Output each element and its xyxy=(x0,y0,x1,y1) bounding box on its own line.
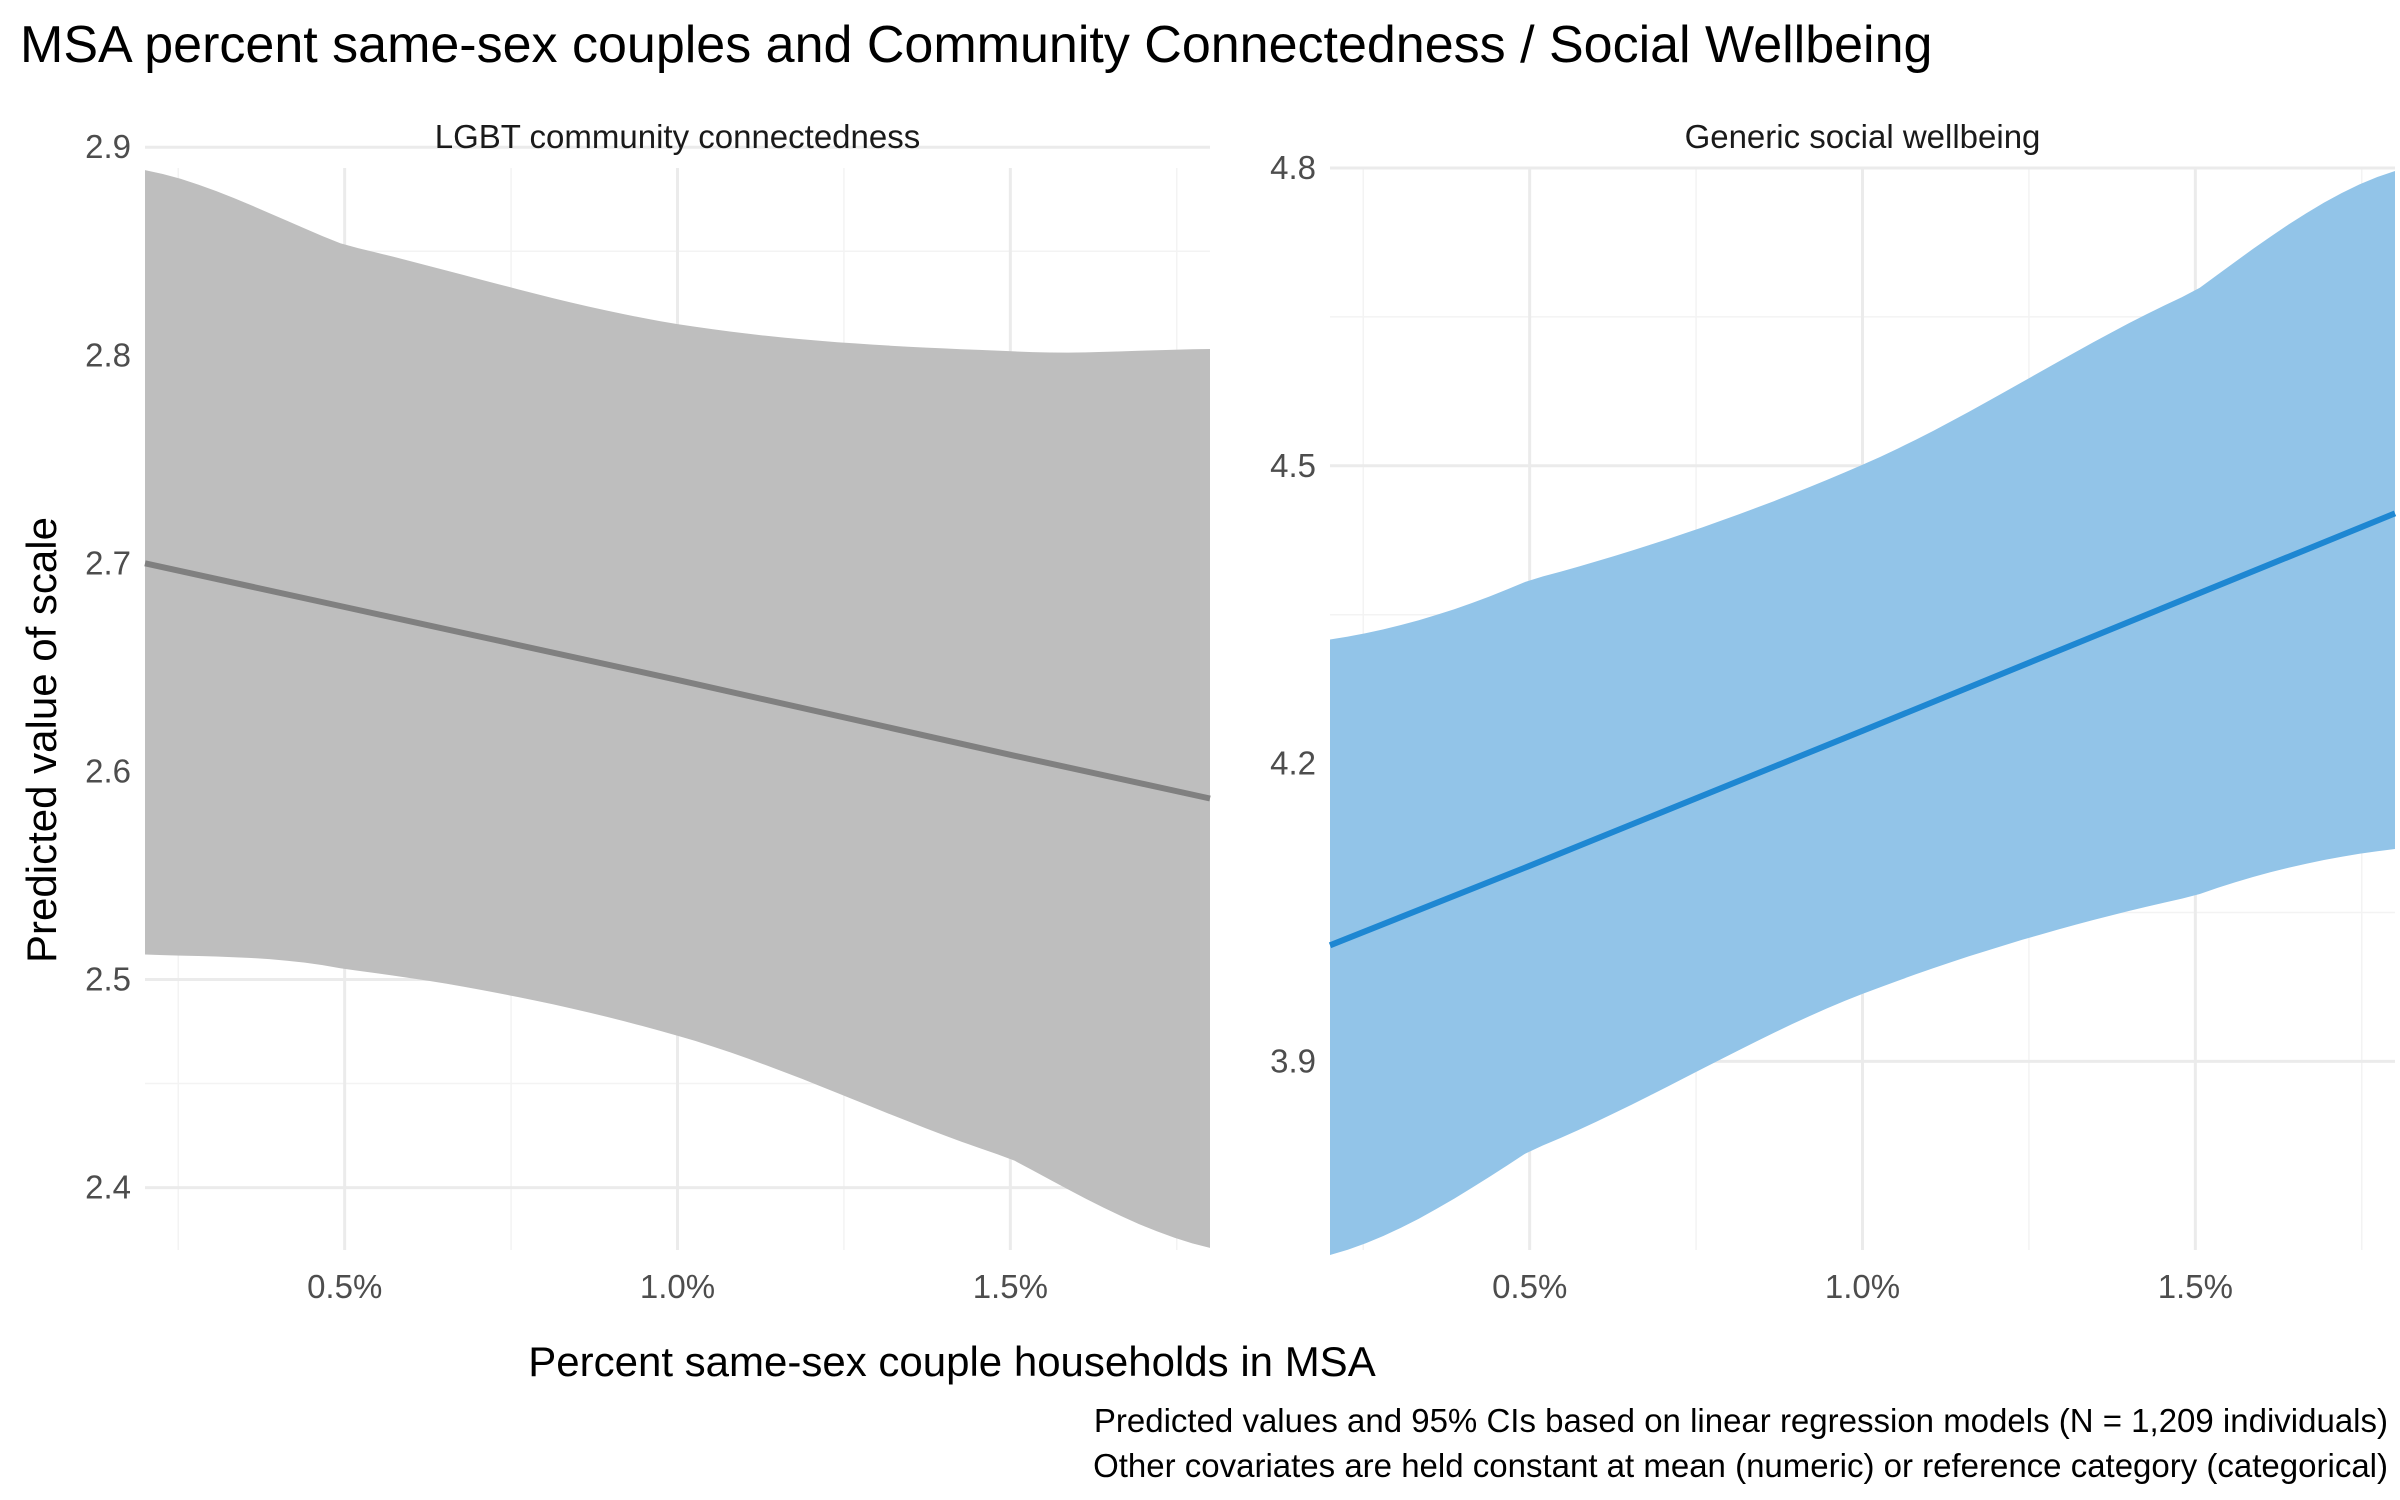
caption-line-2: Other covariates are held constant at me… xyxy=(1093,1447,2388,1484)
y-tick-label: 2.4 xyxy=(85,1169,131,1206)
panel-lgbt-community-connectedness: LGBT community connectedness 2.4 2.5 2.6 2.7… xyxy=(85,118,1211,1305)
facet-title: Generic social wellbeing xyxy=(1685,118,2041,155)
y-tick-label: 2.9 xyxy=(85,128,131,165)
facet-title: LGBT community connectedness xyxy=(435,118,920,155)
y-tick-label: 2.7 xyxy=(85,544,131,581)
y-axis-title: Predicted value of scale xyxy=(18,517,65,963)
y-tick-label: 2.8 xyxy=(85,336,131,373)
fit-line xyxy=(144,560,1211,802)
y-tick-label: 4.8 xyxy=(1270,149,1316,186)
y-tick-label: 4.2 xyxy=(1270,745,1316,782)
x-tick-label: 1.5% xyxy=(973,1268,1048,1305)
y-tick-label: 2.5 xyxy=(85,961,131,998)
chart-title: MSA percent same-sex couples and Communi… xyxy=(20,16,1932,74)
y-tick-label: 3.9 xyxy=(1270,1042,1316,1079)
x-tick-label: 1.5% xyxy=(2158,1268,2233,1305)
x-tick-label: 0.5% xyxy=(1492,1268,1567,1305)
y-tick-label: 2.6 xyxy=(85,752,131,789)
x-tick-label: 1.0% xyxy=(640,1268,715,1305)
x-tick-label: 0.5% xyxy=(307,1268,382,1305)
x-tick-label: 1.0% xyxy=(1825,1268,1900,1305)
confidence-band xyxy=(1330,171,2395,1255)
confidence-band xyxy=(145,170,1210,1248)
y-tick-label: 4.5 xyxy=(1270,447,1316,484)
x-axis-title: Percent same-sex couple households in MS… xyxy=(528,1338,1375,1385)
caption-line-1: Predicted values and 95% CIs based on li… xyxy=(1094,1402,2388,1439)
fit-line xyxy=(1328,510,2397,949)
panel-generic-social-wellbeing: Generic social wellbeing 3.9 4.2 4.5 4.8 0.5%… xyxy=(1270,118,2397,1305)
